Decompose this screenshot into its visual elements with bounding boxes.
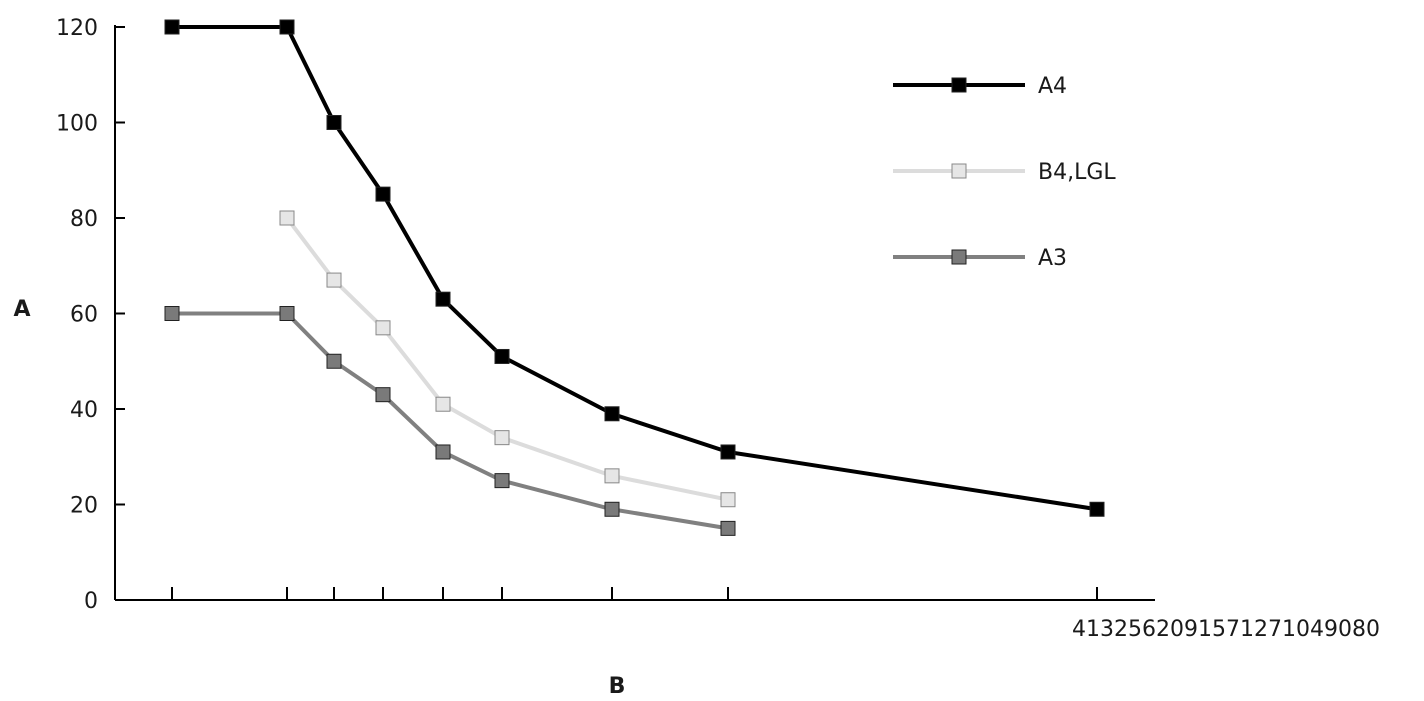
- legend-marker: [951, 249, 967, 265]
- data-point: [604, 468, 620, 484]
- data-point: [1089, 501, 1105, 517]
- data-point: [326, 272, 342, 288]
- x-axis-title: B: [609, 674, 626, 699]
- legend-marker: [951, 77, 967, 93]
- data-point: [604, 406, 620, 422]
- data-point: [164, 306, 180, 321]
- series-line: [172, 311, 729, 531]
- y-tick-label: 0: [84, 589, 98, 614]
- series-line: [172, 25, 1098, 512]
- data-point: [279, 19, 295, 35]
- y-tick-label: 40: [70, 398, 98, 423]
- data-point: [279, 306, 295, 321]
- data-point: [494, 430, 510, 446]
- y-axis-title: A: [13, 297, 30, 322]
- legend-label: B4,LGL: [1038, 160, 1116, 185]
- legend-marker: [951, 163, 967, 179]
- legend-item: A3: [893, 246, 1067, 271]
- series-b4-lgl: [279, 210, 736, 508]
- data-point: [375, 320, 391, 336]
- y-tick-label: 80: [70, 207, 98, 232]
- data-point: [720, 444, 736, 460]
- x-tick-labels: 4132562091571271049080: [1072, 617, 1380, 642]
- data-point: [375, 186, 391, 202]
- data-point: [435, 396, 451, 412]
- y-tick-label: 60: [70, 303, 98, 328]
- chart-series: [164, 19, 1105, 536]
- data-point: [604, 501, 620, 517]
- y-tick-label: 20: [70, 494, 98, 519]
- data-point: [279, 210, 295, 226]
- data-point: [494, 348, 510, 364]
- data-point: [720, 492, 736, 508]
- chart-legend: A4 B4,LGL A3: [893, 74, 1116, 271]
- data-point: [164, 19, 180, 35]
- series-a4: [164, 19, 1105, 517]
- data-point: [326, 115, 342, 130]
- legend-label: A4: [1038, 74, 1067, 99]
- data-point: [494, 473, 510, 489]
- legend-item: B4,LGL: [893, 160, 1116, 185]
- legend-label: A3: [1038, 246, 1067, 271]
- data-point: [435, 444, 451, 460]
- legend-item: A4: [893, 74, 1067, 99]
- y-tick-label: 100: [56, 112, 98, 137]
- data-point: [720, 520, 736, 536]
- data-point: [435, 291, 451, 307]
- y-tick-label: 120: [56, 16, 98, 41]
- chart-axes: 0 20 40 60 80 100 120: [56, 16, 1155, 614]
- data-point: [326, 353, 342, 369]
- data-point: [375, 387, 391, 403]
- series-a3: [164, 306, 736, 536]
